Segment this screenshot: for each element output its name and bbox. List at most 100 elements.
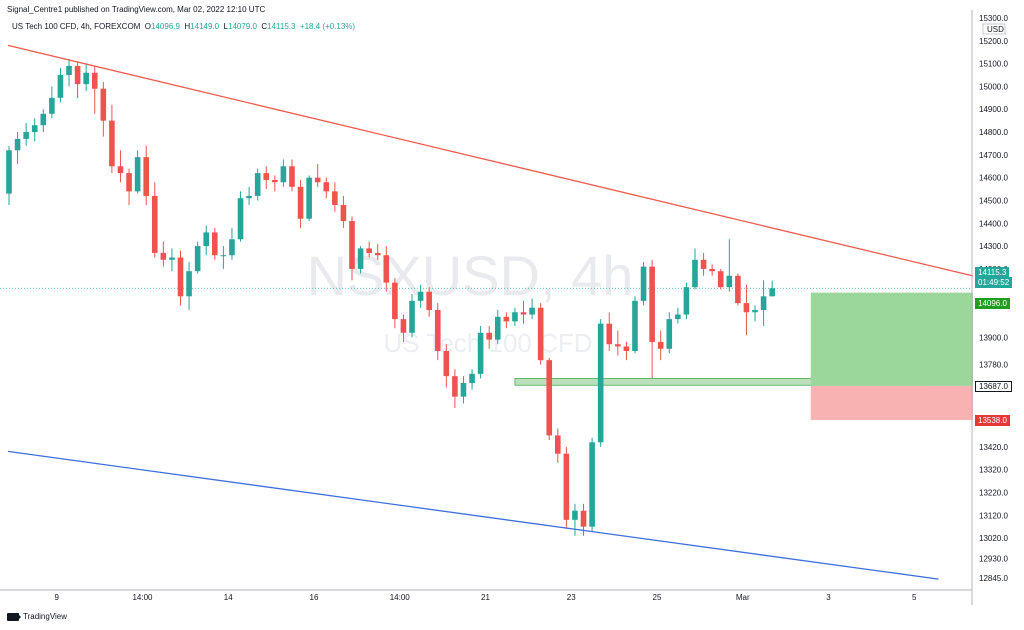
candle (769, 280, 775, 297)
y-tick-label: 14700.0 (979, 151, 1008, 160)
publisher-line: Signal_Centre1 published on TradingView.… (7, 5, 266, 14)
candle-body (666, 319, 673, 349)
candle (572, 503, 578, 536)
take-profit (810, 292, 978, 386)
candle-body (769, 288, 775, 297)
candle-body (177, 257, 184, 297)
legend-open: 14096.9 (151, 22, 180, 31)
support-trendline (7, 450, 939, 580)
x-tick-label: 5 (912, 593, 917, 602)
watermark-name: US Tech 100 CFD (383, 328, 592, 358)
y-tick-label: 14800.0 (979, 128, 1008, 137)
candle-body (503, 316, 510, 322)
candle-body (469, 373, 475, 383)
candle-body (229, 239, 235, 256)
candle (169, 248, 175, 272)
candle (49, 86, 55, 119)
candle-body (254, 173, 261, 196)
candle-body (109, 120, 115, 167)
candle-body (512, 312, 518, 322)
legend-close: 14115.3 (267, 22, 296, 31)
candle (520, 300, 527, 324)
candle-body (203, 232, 210, 247)
currency-box (982, 23, 1006, 35)
candle (160, 241, 167, 267)
candle (374, 243, 381, 260)
candle (469, 369, 475, 390)
candle-body (332, 191, 338, 206)
candle-body (14, 138, 21, 151)
brand-name: TradingView (23, 612, 68, 621)
candle-body (272, 179, 278, 183)
candle (640, 262, 647, 306)
y-tick-label: 14900.0 (979, 105, 1008, 114)
y-tick-label: 15300.0 (979, 14, 1008, 23)
y-tick-label: 14400.0 (979, 219, 1008, 228)
candle (366, 241, 372, 258)
candle-body (649, 266, 655, 342)
candle (203, 225, 210, 256)
candle-body (434, 309, 441, 352)
candle-body (357, 248, 364, 269)
candle (452, 369, 458, 409)
currency-label: USD (987, 25, 1004, 34)
candle (57, 68, 64, 103)
candle (615, 330, 621, 356)
candle-body (151, 195, 158, 253)
candle-body (143, 157, 149, 196)
candle-body (280, 166, 287, 183)
candle-body (717, 271, 724, 288)
axis-mask (973, 0, 1024, 630)
candle-body (494, 316, 501, 340)
candle (297, 179, 304, 228)
candle-body (246, 195, 252, 199)
candle (503, 312, 510, 329)
candle (443, 344, 450, 388)
candle-body (615, 344, 621, 347)
candle (306, 175, 312, 222)
candle-body (700, 259, 707, 269)
candle (666, 312, 673, 354)
candle-body (220, 255, 227, 257)
candle (143, 145, 149, 206)
candle-body (657, 341, 664, 349)
x-tick-label: 14 (224, 593, 233, 602)
candle (383, 246, 390, 292)
candle (332, 182, 338, 212)
candle (212, 227, 218, 260)
candle-body (572, 510, 578, 520)
candle-body (426, 291, 432, 310)
symbol-legend: US Tech 100 CFD, 4h, FOREXCOM O14096.9 H… (12, 22, 356, 31)
candle (726, 239, 733, 292)
legend-low: 14079.0 (228, 22, 257, 31)
candle-body (237, 198, 244, 240)
candle-body (126, 173, 132, 192)
y-tick-label: 13780.0 (979, 361, 1008, 370)
y-tick-label: 14300.0 (979, 242, 1008, 251)
candle (14, 132, 21, 164)
candle-body (735, 275, 741, 304)
candle (709, 264, 715, 276)
candle-body (563, 453, 570, 520)
candle-body (91, 72, 98, 89)
candle (486, 325, 492, 349)
candle-body (623, 346, 630, 352)
candle-body (589, 442, 595, 527)
candle (117, 150, 124, 183)
x-tick-label: 9 (54, 593, 59, 602)
candle-body (546, 360, 553, 436)
candle-body (555, 435, 561, 454)
candle (194, 241, 201, 274)
y-tick-label: 15100.0 (979, 60, 1008, 69)
candle-body (263, 173, 270, 180)
y-tick-label: 12845.0 (979, 574, 1008, 583)
candle (220, 246, 227, 269)
stop-price-label: 13538.0 (975, 414, 1010, 426)
tradingview-footer[interactable]: TradingView (7, 612, 67, 621)
candle (6, 145, 12, 206)
candle-body (460, 382, 467, 397)
candle (400, 314, 407, 342)
candle-body (57, 75, 64, 98)
candle-body (486, 332, 492, 340)
